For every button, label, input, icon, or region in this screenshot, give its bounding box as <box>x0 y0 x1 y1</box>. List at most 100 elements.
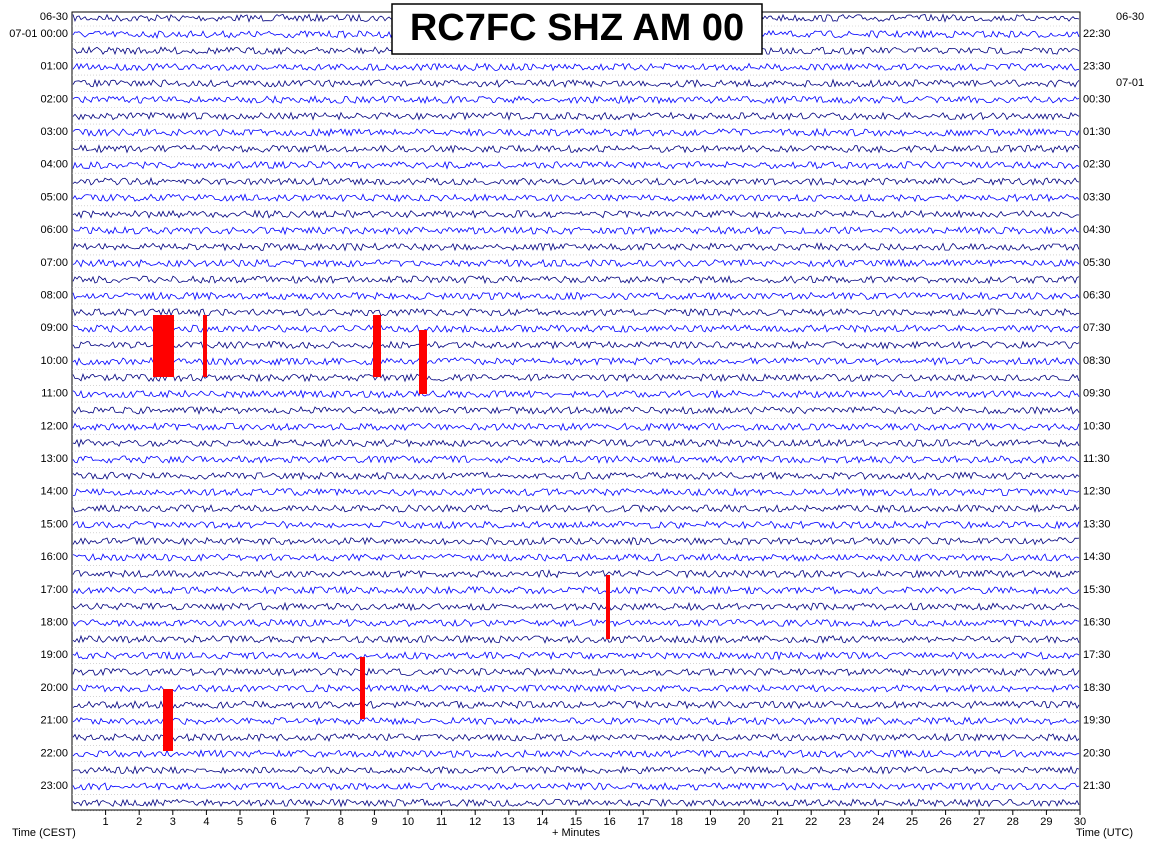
right-time-label: 04:30 <box>1083 224 1111 236</box>
left-time-label: 09:00 <box>40 322 68 334</box>
right-time-label: 06:30 <box>1083 290 1111 302</box>
trace <box>72 601 1080 612</box>
trace <box>72 372 1080 383</box>
right-time-label: 17:30 <box>1083 649 1111 661</box>
event-marker <box>606 575 610 639</box>
right-time-label: 11:30 <box>1083 453 1110 465</box>
left-time-label: 21:00 <box>40 715 68 727</box>
trace <box>72 78 1080 89</box>
trace <box>72 667 1080 677</box>
right-time-label: 06-30 <box>1116 11 1144 23</box>
x-tick-label: 15 <box>570 816 582 828</box>
right-time-label: 16:30 <box>1083 617 1111 629</box>
trace <box>72 732 1080 743</box>
trace <box>72 520 1080 530</box>
right-time-label: 07-01 <box>1116 77 1144 89</box>
x-tick-label: 30 <box>1074 816 1086 828</box>
trace <box>72 585 1080 595</box>
event-marker <box>163 689 173 751</box>
trace <box>72 765 1080 775</box>
left-axis-label: Time (CEST) <box>12 827 76 839</box>
right-time-label: 01:30 <box>1083 126 1111 138</box>
x-tick-label: 12 <box>469 816 481 828</box>
left-time-label: 15:00 <box>40 518 68 530</box>
x-axis-label: + Minutes <box>552 827 600 839</box>
x-tick-label: 19 <box>704 816 716 828</box>
traces <box>72 13 1080 812</box>
right-time-label: 20:30 <box>1083 747 1111 759</box>
x-tick-label: 7 <box>304 816 310 828</box>
left-time-label: 19:00 <box>40 649 68 661</box>
x-tick-label: 4 <box>203 816 209 828</box>
left-time-label: 18:00 <box>40 617 68 629</box>
trace <box>72 455 1080 465</box>
right-time-label: 09:30 <box>1083 388 1111 400</box>
trace <box>72 389 1080 399</box>
trace <box>72 193 1080 203</box>
trace <box>72 634 1080 644</box>
x-tick-label: 5 <box>237 816 243 828</box>
trace <box>72 438 1080 448</box>
event-marker <box>373 315 381 377</box>
right-time-label: 22:30 <box>1083 28 1111 40</box>
trace <box>72 258 1080 268</box>
event-marker <box>153 315 174 377</box>
trace <box>72 242 1080 252</box>
trace <box>72 95 1080 105</box>
x-tick-label: 29 <box>1040 816 1052 828</box>
left-time-label: 07-01 00:00 <box>9 28 68 40</box>
x-tick-label: 28 <box>1007 816 1019 828</box>
right-time-label: 15:30 <box>1083 584 1111 596</box>
right-time-label: 02:30 <box>1083 159 1111 171</box>
left-time-label: 02:00 <box>40 93 68 105</box>
trace <box>72 716 1080 726</box>
trace <box>72 356 1080 366</box>
left-time-label: 05:00 <box>40 191 68 203</box>
right-time-label: 00:30 <box>1083 93 1111 105</box>
trace <box>72 274 1080 285</box>
trace <box>72 552 1080 562</box>
x-tick-label: 25 <box>906 816 918 828</box>
trace <box>72 160 1080 170</box>
x-tick-label: 23 <box>839 816 851 828</box>
left-time-label: 07:00 <box>40 257 68 269</box>
x-tick-label: 26 <box>939 816 951 828</box>
left-time-label: 06:00 <box>40 224 68 236</box>
trace <box>72 749 1080 759</box>
event-marker <box>419 330 427 394</box>
title-box <box>391 3 763 55</box>
right-time-label: 05:30 <box>1083 257 1111 269</box>
event-marker <box>203 315 207 377</box>
trace <box>72 699 1080 710</box>
x-tick-label: 24 <box>872 816 884 828</box>
left-time-label: 14:00 <box>40 486 68 498</box>
trace <box>72 111 1080 121</box>
right-time-label: 23:30 <box>1083 61 1111 73</box>
right-time-label: 12:30 <box>1083 486 1111 498</box>
trace <box>72 127 1080 137</box>
x-tick-label: 9 <box>371 816 377 828</box>
right-time-label: 07:30 <box>1083 322 1111 334</box>
trace <box>72 618 1080 628</box>
left-time-label: 22:00 <box>40 747 68 759</box>
trace <box>72 144 1080 154</box>
trace <box>72 569 1080 579</box>
left-time-label: 03:00 <box>40 126 68 138</box>
x-tick-label: 3 <box>170 816 176 828</box>
trace <box>72 503 1080 514</box>
x-tick-label: 20 <box>738 816 750 828</box>
left-time-label: 13:00 <box>40 453 68 465</box>
trace <box>72 683 1080 693</box>
left-time-label: 08:00 <box>40 290 68 302</box>
x-tick-label: 11 <box>436 816 447 828</box>
trace <box>72 308 1080 317</box>
trace <box>72 422 1080 432</box>
left-time-label: 06-30 <box>40 11 68 23</box>
x-tick-label: 6 <box>271 816 277 828</box>
right-axis-label: Time (UTC) <box>1076 827 1133 839</box>
trace <box>72 291 1080 301</box>
left-time-label: 01:00 <box>40 61 68 73</box>
left-time-label: 23:00 <box>40 780 68 792</box>
trace <box>72 62 1080 72</box>
